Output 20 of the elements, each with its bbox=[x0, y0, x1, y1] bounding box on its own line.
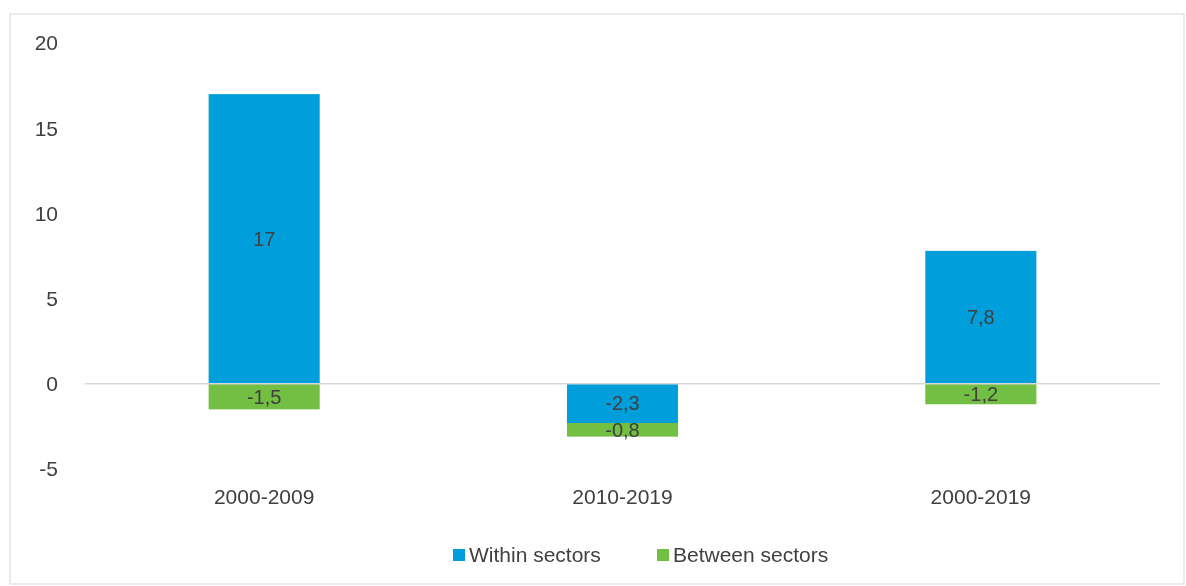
bar bbox=[566, 383, 679, 423]
y-tick-label: 10 bbox=[34, 201, 58, 225]
data-label: -1,2 bbox=[963, 383, 999, 406]
data-label: -2,3 bbox=[605, 392, 640, 415]
data-label: 7,8 bbox=[966, 306, 995, 329]
y-tick-label: 15 bbox=[34, 116, 58, 140]
y-tick-label: 0 bbox=[46, 372, 58, 396]
legend-label: Between sectors bbox=[673, 543, 829, 567]
x-tick-label: 2010-2019 bbox=[572, 485, 673, 509]
x-tick-label: 2000-2009 bbox=[213, 485, 315, 509]
y-tick-label: 20 bbox=[34, 31, 58, 55]
bar bbox=[925, 250, 1037, 384]
y-tick-label: 5 bbox=[46, 286, 58, 310]
x-tick-label: 2000-2019 bbox=[930, 485, 1032, 509]
legend-label: Within sectors bbox=[469, 543, 601, 567]
y-tick-label: -5 bbox=[39, 457, 58, 481]
data-label: 17 bbox=[253, 227, 276, 250]
bar bbox=[208, 94, 320, 384]
data-label: -0,8 bbox=[605, 418, 640, 441]
data-label: -1,5 bbox=[246, 385, 282, 408]
